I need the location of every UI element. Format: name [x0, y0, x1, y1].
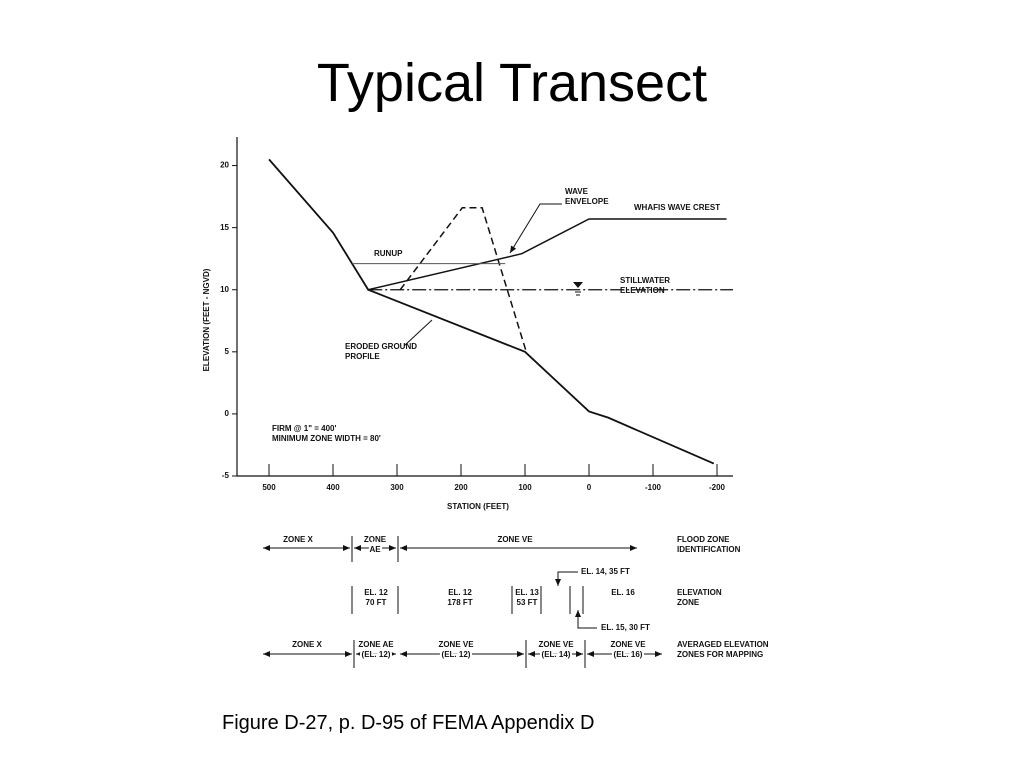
series-label: WAVE ENVELOPE [565, 187, 609, 206]
series-label: STILLWATER ELEVATION [620, 276, 671, 295]
zone-row-label: ZONES FOR MAPPING [677, 650, 763, 659]
x-axis-label: STATION (FEET) [447, 502, 509, 511]
x-tick-label: 100 [518, 483, 532, 492]
series-label: WHAFIS WAVE CREST [634, 203, 721, 212]
x-tick-label: -200 [709, 483, 726, 492]
y-tick-label: 15 [220, 223, 229, 232]
leader-line [403, 319, 433, 347]
callout-arrow [555, 571, 578, 586]
x-tick-label: 300 [390, 483, 404, 492]
zone-cell: 53 FT [517, 598, 538, 607]
zone-cell: EL. 16 [611, 588, 635, 597]
zone-cell: ZONE VE [538, 640, 574, 649]
zone-cell: ZONE VE [610, 640, 646, 649]
leader-line [509, 203, 562, 254]
slide-title: Typical Transect [316, 53, 708, 113]
y-tick-label: 5 [225, 347, 230, 356]
zone-cell: ZONE X [292, 640, 322, 649]
y-tick-label: -5 [222, 471, 230, 480]
zone-row-label: AVERAGED ELEVATION [677, 640, 769, 649]
annotation: FIRM @ 1" = 400' [272, 424, 337, 433]
zone-strip [263, 536, 662, 668]
zone-cell: ZONE AE [358, 640, 394, 649]
stillwater-symbol [573, 282, 583, 288]
zone-cell: ZONE X [283, 535, 313, 544]
series-line [368, 218, 727, 291]
zone-cell: ZONE [364, 535, 387, 544]
x-tick-label: 400 [326, 483, 340, 492]
y-tick-label: 10 [220, 285, 229, 294]
zone-cell: ZONE VE [438, 640, 474, 649]
zone-row-label: FLOOD ZONE [677, 535, 730, 544]
x-tick-label: 500 [262, 483, 276, 492]
caption: Figure D-27, p. D-95 of FEMA Appendix D [222, 712, 595, 734]
zone-cell: (EL. 16) [614, 650, 643, 659]
zone-cell: EL. 13 [515, 588, 539, 597]
series-line [268, 158, 715, 465]
zone-cell: 70 FT [366, 598, 387, 607]
x-tick-label: 0 [587, 483, 592, 492]
zone-cell: EL. 12 [448, 588, 472, 597]
series-line [399, 207, 527, 353]
y-tick-label: 0 [225, 409, 230, 418]
callout: EL. 14, 35 FT [581, 567, 630, 576]
zone-cell: (EL. 12) [442, 650, 471, 659]
x-tick-label: 200 [454, 483, 468, 492]
y-axis-label: ELEVATION (FEET - NGVD) [202, 268, 211, 371]
zone-cell: 178 FT [447, 598, 472, 607]
zone-row-label: ELEVATION [677, 588, 722, 597]
y-tick-label: 20 [220, 161, 229, 170]
series-label: ERODED GROUND PROFILE [345, 342, 418, 361]
zone-row-label: ZONE [677, 598, 700, 607]
zone-cell: (EL. 14) [542, 650, 571, 659]
zone-cell: AE [369, 545, 381, 554]
callout-arrow [575, 610, 597, 629]
zone-cell: (EL. 12) [362, 650, 391, 659]
zone-cell: ZONE VE [497, 535, 533, 544]
series-label: RUNUP [374, 249, 403, 258]
callout: EL. 15, 30 FT [601, 623, 650, 632]
zone-row-label: IDENTIFICATION [677, 545, 741, 554]
annotation: MINIMUM ZONE WIDTH = 80' [272, 434, 381, 443]
x-tick-label: -100 [645, 483, 662, 492]
plot [236, 137, 733, 477]
zone-cell: EL. 12 [364, 588, 388, 597]
